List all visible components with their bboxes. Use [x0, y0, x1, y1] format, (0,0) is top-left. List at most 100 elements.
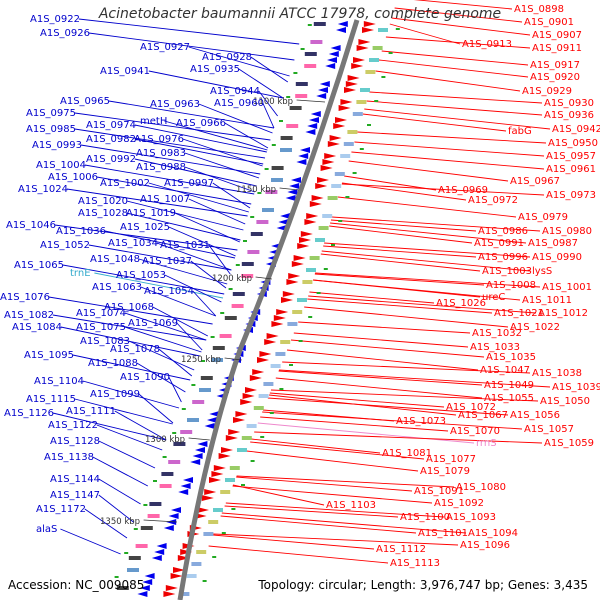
gene-label-left[interactable]: A1S_1115 — [26, 394, 76, 405]
gene-label-left[interactable]: A1S_0976 — [134, 134, 184, 145]
gene-label-right[interactable]: A1S_1011 — [522, 295, 572, 306]
gene-label-right[interactable]: A1S_1081 — [382, 448, 432, 459]
gene-label-left[interactable]: A1S_1024 — [18, 184, 68, 195]
gene-label-right[interactable]: A1S_0969 — [438, 185, 488, 196]
gene-label-right[interactable]: A1S_0911 — [532, 43, 582, 54]
gene-label-left[interactable]: A1S_1075 — [76, 322, 126, 333]
gene-label-left[interactable]: A1S_1025 — [120, 222, 170, 233]
gene-label-left[interactable]: A1S_0966 — [176, 118, 226, 129]
gene-label-right[interactable]: A1S_0907 — [532, 30, 582, 41]
gene-label-right[interactable]: A1S_1049 — [484, 380, 534, 391]
gene-label-right[interactable]: ureC — [482, 292, 505, 303]
gene-label-right[interactable]: A1S_1047 — [480, 365, 530, 376]
gene-label-right[interactable]: A1S_0930 — [544, 98, 594, 109]
gene-label-right[interactable]: A1S_0996 — [478, 252, 528, 263]
gene-label-left[interactable]: A1S_1090 — [120, 372, 170, 383]
gene-label-right[interactable]: A1S_0920 — [530, 72, 580, 83]
gene-label-left[interactable]: A1S_0941 — [100, 66, 150, 77]
gene-label-right[interactable]: A1S_0957 — [546, 151, 596, 162]
gene-label-right[interactable]: A1S_1077 — [426, 454, 476, 465]
gene-label-left[interactable]: A1S_1046 — [6, 220, 56, 231]
gene-label-right[interactable]: A1S_1057 — [524, 424, 574, 435]
gene-label-right[interactable]: A1S_0990 — [532, 252, 582, 263]
gene-label-right[interactable]: A1S_1012 — [538, 308, 588, 319]
gene-label-left[interactable]: metH — [140, 116, 167, 127]
gene-label-left[interactable]: A1S_0974 — [86, 120, 136, 131]
gene-label-right[interactable]: A1S_1056 — [510, 410, 560, 421]
gene-label-right[interactable]: A1S_1100 — [400, 512, 450, 523]
gene-label-right[interactable]: A1S_0967 — [510, 176, 560, 187]
gene-label-left[interactable]: A1S_1036 — [56, 226, 106, 237]
gene-label-right[interactable]: A1S_1035 — [486, 352, 536, 363]
gene-label-right[interactable]: A1S_0929 — [522, 86, 572, 97]
gene-label-right[interactable]: A1S_0980 — [542, 226, 592, 237]
gene-label-left[interactable]: A1S_1084 — [12, 322, 62, 333]
gene-label-right[interactable]: A1S_1021 — [494, 308, 544, 319]
gene-label-left[interactable]: A1S_1052 — [40, 240, 90, 251]
gene-label-right[interactable]: A1S_1072 — [446, 402, 496, 413]
gene-label-left[interactable]: A1S_0963 — [150, 99, 200, 110]
gene-label-left[interactable]: A1S_1076 — [0, 292, 50, 303]
gene-label-right[interactable]: A1S_0972 — [468, 195, 518, 206]
gene-label-right[interactable]: A1S_0942 — [552, 124, 600, 135]
gene-label-left[interactable]: A1S_1095 — [24, 350, 74, 361]
gene-label-right[interactable]: A1S_1003 — [482, 266, 532, 277]
gene-label-right[interactable]: A1S_1112 — [376, 544, 426, 555]
gene-label-left[interactable]: A1S_1048 — [90, 254, 140, 265]
gene-label-left[interactable]: A1S_1082 — [4, 310, 54, 321]
gene-label-right[interactable]: A1S_1091 — [414, 486, 464, 497]
gene-label-right[interactable]: A1S_1033 — [470, 342, 520, 353]
gene-label-left[interactable]: A1S_1104 — [34, 376, 84, 387]
gene-label-left[interactable]: trnE — [70, 268, 91, 279]
gene-label-left[interactable]: A1S_1031 — [160, 240, 210, 251]
gene-label-right[interactable]: fabG — [508, 126, 532, 137]
gene-label-right[interactable]: A1S_1101 — [418, 528, 468, 539]
gene-label-left[interactable]: A1S_1002 — [100, 178, 150, 189]
gene-label-left[interactable]: A1S_1053 — [116, 270, 166, 281]
gene-label-right[interactable]: A1S_0936 — [544, 110, 594, 121]
gene-label-right[interactable]: A1S_0917 — [530, 60, 580, 71]
gene-label-left[interactable]: A1S_0965 — [60, 96, 110, 107]
gene-label-right[interactable]: A1S_1079 — [420, 466, 470, 477]
gene-label-right[interactable]: A1S_1039 — [552, 382, 600, 393]
gene-label-right[interactable]: A1S_0898 — [514, 4, 564, 15]
gene-label-left[interactable]: A1S_1065 — [14, 260, 64, 271]
gene-label-left[interactable]: A1S_1088 — [88, 358, 138, 369]
gene-label-right[interactable]: A1S_0913 — [462, 39, 512, 50]
gene-label-left[interactable]: A1S_1147 — [50, 490, 100, 501]
gene-label-left[interactable]: A1S_1007 — [140, 194, 190, 205]
gene-label-right[interactable]: A1S_1008 — [486, 280, 536, 291]
gene-label-left[interactable]: A1S_0922 — [30, 14, 80, 25]
gene-label-left[interactable]: A1S_0928 — [202, 52, 252, 63]
gene-label-left[interactable]: A1S_0985 — [26, 124, 76, 135]
gene-label-right[interactable]: A1S_1070 — [450, 426, 500, 437]
gene-label-left[interactable]: A1S_1126 — [4, 408, 54, 419]
gene-label-left[interactable]: A1S_0992 — [86, 154, 136, 165]
gene-label-left[interactable]: A1S_1019 — [126, 208, 176, 219]
gene-label-left[interactable]: A1S_0926 — [40, 28, 90, 39]
gene-label-right[interactable]: A1S_1059 — [544, 438, 594, 449]
gene-label-right[interactable]: A1S_1073 — [396, 416, 446, 427]
gene-label-right[interactable]: A1S_1094 — [468, 528, 518, 539]
gene-label-left[interactable]: A1S_1111 — [66, 406, 116, 417]
gene-label-left[interactable]: A1S_1122 — [48, 420, 98, 431]
gene-label-right[interactable]: A1S_1067 — [458, 410, 508, 421]
gene-label-left[interactable]: A1S_0993 — [32, 140, 82, 151]
gene-label-left[interactable]: A1S_1172 — [36, 504, 86, 515]
gene-label-right[interactable]: A1S_1001 — [542, 282, 592, 293]
gene-label-left[interactable]: alaS — [36, 524, 57, 535]
gene-label-right[interactable]: A1S_0901 — [524, 17, 574, 28]
gene-label-left[interactable]: A1S_1138 — [44, 452, 94, 463]
gene-label-left[interactable]: A1S_1074 — [76, 308, 126, 319]
gene-label-right[interactable]: A1S_1050 — [540, 396, 590, 407]
gene-label-right[interactable]: lysS — [532, 266, 552, 277]
gene-label-right[interactable]: A1S_1038 — [532, 368, 582, 379]
gene-label-left[interactable]: A1S_1034 — [108, 238, 158, 249]
gene-label-left[interactable]: A1S_1083 — [80, 336, 130, 347]
gene-label-left[interactable]: A1S_1004 — [36, 160, 86, 171]
gene-label-left[interactable]: A1S_1099 — [90, 389, 140, 400]
gene-label-left[interactable]: A1S_0944 — [210, 86, 260, 97]
gene-label-left[interactable]: A1S_1006 — [48, 172, 98, 183]
gene-label-left[interactable]: A1S_0975 — [26, 108, 76, 119]
gene-label-left[interactable]: A1S_0982 — [86, 134, 136, 145]
